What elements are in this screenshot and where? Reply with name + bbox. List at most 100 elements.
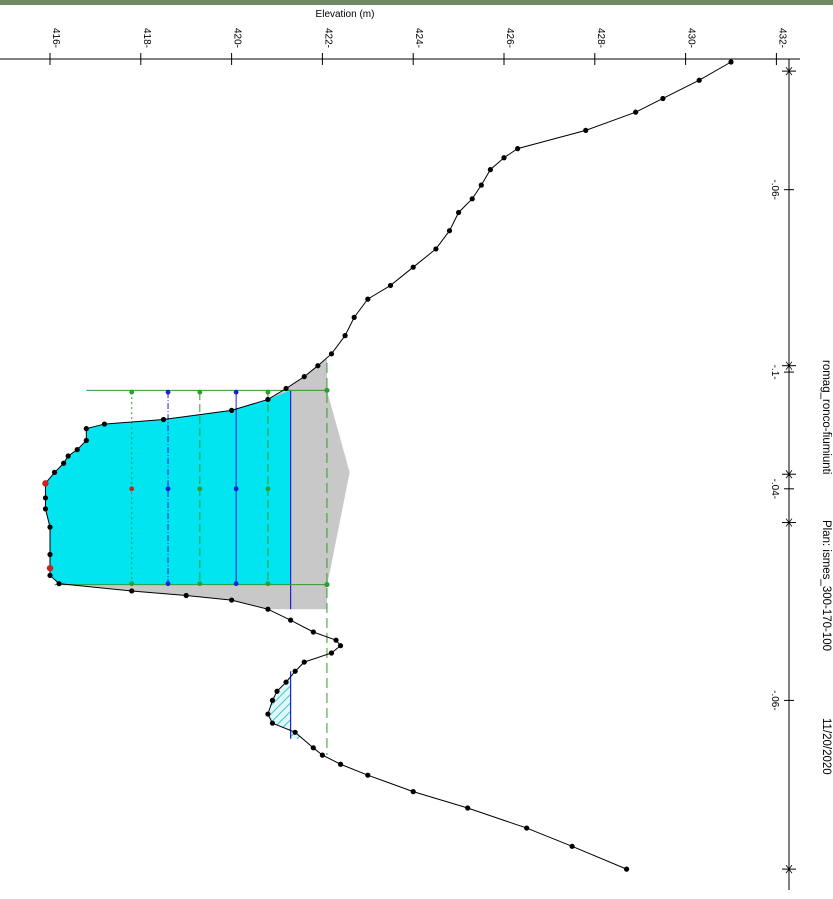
level-marker-top-4 [265, 389, 271, 395]
bank-marker-1 [46, 564, 54, 572]
ground-point-44 [288, 617, 294, 623]
ground-point-15 [365, 296, 371, 302]
elevation-ticks: 416- 418- 420- 422- 424- 426- 428- 430- 432- [49, 28, 787, 65]
window-top-bar [0, 0, 833, 5]
ground-point-4 [583, 127, 589, 133]
ground-point-13 [410, 264, 416, 270]
ground-point-29 [65, 453, 71, 459]
ground-point-23 [229, 407, 235, 413]
ground-point-24 [160, 416, 167, 423]
station-ticks: -.06- -.1- -.04- -.06- [769, 66, 796, 874]
ground-point-30 [61, 460, 67, 466]
ground-point-0 [728, 59, 734, 65]
level-marker-bot-0 [129, 581, 135, 587]
ground-point-51 [283, 679, 289, 685]
ground-point-12 [433, 246, 439, 252]
ground-point-43 [265, 606, 271, 612]
bank-marker-0 [42, 480, 49, 487]
station-arrow-0 [785, 66, 793, 76]
reach-tick-label-3: -.06- [769, 690, 780, 711]
elevation-tick-label-4: 424- [413, 28, 424, 48]
elevation-tick-label-8: 432- [776, 28, 787, 48]
ground-point-35 [47, 524, 53, 530]
level-marker-mid-2 [197, 486, 203, 492]
ground-point-41 [183, 592, 189, 599]
ground-point-56 [292, 729, 298, 735]
station-arrow-2 [785, 469, 793, 479]
ground-point-8 [478, 182, 484, 188]
ground-point-48 [328, 650, 335, 656]
ground-point-62 [465, 805, 471, 811]
ground-point-26 [83, 426, 89, 432]
ground-point-21 [283, 385, 289, 392]
ground-point-3 [633, 109, 639, 115]
ground-point-19 [315, 363, 321, 369]
elevation-tick-label-6: 428- [595, 28, 606, 48]
ground-point-16 [351, 314, 357, 320]
ground-point-1 [696, 77, 702, 83]
reach-tick-label-1: -.1- [769, 365, 780, 380]
level-marker-top-0 [129, 389, 135, 395]
ground-point-39 [56, 581, 62, 587]
overbank-water-fill [267, 671, 303, 739]
level-marker-mid-1 [165, 486, 171, 492]
ground-point-36 [47, 551, 53, 558]
ground-point-38 [47, 572, 53, 579]
station-arrow-4 [785, 864, 793, 874]
level-marker-top-2 [197, 389, 203, 395]
elevation-tick-label-7: 430- [686, 28, 697, 48]
ground-point-20 [301, 374, 307, 380]
sediment-bulge [326, 390, 350, 587]
plan-date: 11/20/2020 [820, 718, 832, 775]
ground-point-42 [229, 597, 235, 603]
ground-point-47 [337, 643, 344, 649]
ground-point-25 [101, 421, 108, 427]
elevation-tick-label-2: 420- [232, 28, 243, 48]
ground-point-59 [337, 761, 344, 767]
ground-point-53 [269, 697, 276, 704]
ground-point-58 [319, 752, 325, 758]
ground-point-54 [265, 711, 271, 717]
ground-point-2 [660, 95, 666, 102]
level-marker-bot-1 [165, 581, 171, 587]
elevation-tick-label-5: 426- [504, 28, 515, 48]
ground-profile [42, 59, 734, 872]
level-marker-mid-0 [129, 486, 135, 492]
ground-point-18 [328, 351, 335, 357]
critical-marker-bot [324, 581, 330, 588]
ground-point-45 [310, 629, 316, 635]
ground-point-65 [623, 866, 630, 872]
ground-point-31 [51, 469, 58, 475]
level-marker-mid-4 [265, 486, 271, 492]
station-arrow-3 [785, 518, 793, 527]
header-text-group: romag_ronco-fiumiunti Plan: ismes_300-17… [820, 360, 832, 775]
y-axis-title: Elevation (m) [316, 9, 375, 20]
project-name: romag_ronco-fiumiunti [820, 360, 832, 474]
critical-marker-top [324, 387, 330, 393]
level-marker-top-1 [165, 389, 171, 395]
ground-point-40 [129, 588, 135, 594]
ground-point-5 [515, 146, 521, 152]
ground-point-17 [342, 333, 348, 339]
station-arrow-1 [785, 361, 793, 370]
elevation-tick-label-3: 422- [322, 28, 333, 48]
ground-point-27 [83, 437, 89, 444]
ground-point-11 [446, 228, 453, 234]
ground-point-46 [333, 637, 339, 643]
level-marker-bot-4 [265, 581, 271, 587]
ground-point-63 [524, 825, 530, 831]
ground-point-50 [292, 668, 298, 674]
ground-point-55 [269, 720, 276, 726]
ground-point-33 [42, 495, 49, 501]
water-surface-lines [54, 362, 330, 756]
reach-tick-label-2: -.04- [769, 479, 780, 500]
level-marker-mid-3 [233, 486, 239, 492]
ground-point-34 [42, 506, 49, 512]
ground-point-9 [469, 196, 475, 202]
ground-point-28 [74, 447, 80, 453]
reach-tick-label-0: -.06- [769, 179, 780, 200]
ground-point-10 [456, 209, 462, 216]
elevation-tick-label-0: 416- [50, 28, 61, 48]
ground-point-64 [569, 843, 575, 849]
